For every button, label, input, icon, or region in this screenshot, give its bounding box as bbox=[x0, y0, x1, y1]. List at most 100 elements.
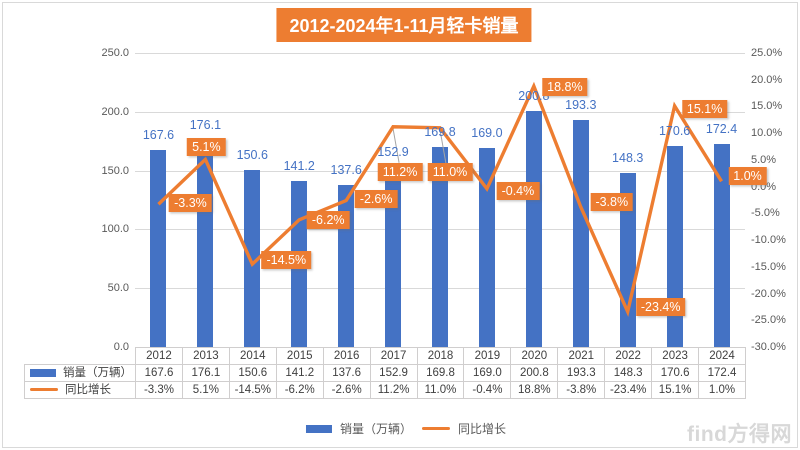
year-cell: 2015 bbox=[275, 347, 324, 365]
growth-cell: -2.6% bbox=[322, 381, 371, 399]
growth-cell: -0.4% bbox=[463, 381, 512, 399]
year-cell: 2017 bbox=[369, 347, 418, 365]
sales-cell: 141.2 bbox=[275, 364, 324, 382]
growth-cell: 11.0% bbox=[416, 381, 465, 399]
growth-legend-swatch-icon bbox=[422, 427, 450, 430]
sales-cell: 170.6 bbox=[651, 364, 700, 382]
bar-value-label: 172.4 bbox=[705, 122, 738, 137]
chart-title: 2012-2024年1-11月轻卡销量 bbox=[276, 8, 532, 42]
growth-cell: 15.1% bbox=[651, 381, 700, 399]
right-axis-tick: -20.0% bbox=[751, 287, 786, 300]
growth-cell: -6.2% bbox=[275, 381, 324, 399]
growth-legend-label: 同比增长 bbox=[458, 422, 507, 436]
sales-cell: 150.6 bbox=[228, 364, 277, 382]
table-corner-blank bbox=[25, 348, 136, 365]
growth-value-label: -6.2% bbox=[306, 210, 350, 229]
left-axis-tick: 200.0 bbox=[101, 105, 129, 118]
right-axis-tick: 25.0% bbox=[751, 47, 783, 59]
growth-value-label: 5.1% bbox=[187, 138, 226, 157]
growth-cell: 1.0% bbox=[698, 381, 746, 399]
growth-cell: 5.1% bbox=[181, 381, 230, 399]
growth-cell: -3.8% bbox=[557, 381, 606, 399]
bar-value-label: 176.1 bbox=[189, 117, 222, 132]
bar-value-label: 200.8 bbox=[518, 88, 550, 103]
year-cell: 2014 bbox=[228, 347, 277, 365]
bar-2019 bbox=[478, 148, 495, 347]
bar-value-label: 150.6 bbox=[236, 147, 268, 162]
right-axis-tick: -30.0% bbox=[751, 341, 786, 353]
bar-value-label: 170.6 bbox=[658, 124, 691, 139]
bar-value-label: 148.3 bbox=[612, 150, 644, 165]
growth-cell: -23.4% bbox=[604, 381, 653, 399]
sales-cell: 152.9 bbox=[369, 364, 418, 382]
table-growth-label: 同比增长 bbox=[65, 384, 111, 396]
right-axis-tick: -25.0% bbox=[751, 314, 786, 327]
table-sales-label: 销量（万辆） bbox=[63, 367, 132, 379]
right-axis-tick: -10.0% bbox=[751, 234, 786, 247]
year-cell: 2023 bbox=[651, 347, 700, 365]
year-cell: 2019 bbox=[463, 347, 512, 365]
sales-cell: 148.3 bbox=[604, 364, 653, 382]
table-growth-header: 同比增长 bbox=[24, 381, 136, 399]
year-cell: 2013 bbox=[181, 347, 230, 365]
bar-2013 bbox=[197, 139, 214, 347]
sales-cell: 169.0 bbox=[463, 364, 512, 382]
left-axis-tick: 50.0 bbox=[107, 282, 129, 295]
sales-cell: 167.6 bbox=[135, 364, 183, 382]
bar-value-label: 152.9 bbox=[377, 145, 409, 160]
bar-2020 bbox=[525, 110, 542, 347]
growth-value-label: 1.0% bbox=[728, 167, 767, 186]
table-sales-swatch-icon bbox=[30, 368, 56, 377]
bar-value-label: 137.6 bbox=[330, 163, 362, 178]
growth-value-label: -3.8% bbox=[590, 192, 634, 211]
sales-cell: 169.8 bbox=[416, 364, 465, 382]
year-cell: 2022 bbox=[604, 347, 653, 365]
bar-2012 bbox=[150, 149, 167, 347]
gridline bbox=[135, 111, 745, 113]
growth-value-label: 11.2% bbox=[377, 162, 423, 181]
bar-value-label: 193.3 bbox=[565, 97, 597, 112]
left-axis-tick: 250.0 bbox=[101, 47, 129, 59]
bar-value-label: 169.0 bbox=[471, 126, 503, 141]
year-cell: 2021 bbox=[557, 347, 606, 365]
right-axis-tick: 5.0% bbox=[751, 153, 777, 166]
year-cell: 2018 bbox=[416, 347, 465, 365]
year-cell: 2020 bbox=[510, 347, 559, 365]
data-table: 2012 2013 2014 2015 2016 2017 2018 2019 2020 2021… bbox=[24, 347, 746, 399]
watermark-logo: find方得网 bbox=[687, 423, 792, 446]
table-growth-swatch-icon bbox=[30, 388, 58, 392]
right-axis-tick: 15.0% bbox=[751, 100, 783, 113]
bar-2016 bbox=[338, 185, 355, 347]
bar-2014 bbox=[244, 169, 261, 347]
sales-legend-swatch-icon bbox=[305, 424, 332, 433]
growth-value-label: 18.8% bbox=[542, 78, 588, 97]
growth-value-label: 11.0% bbox=[427, 162, 473, 181]
year-cell: 2024 bbox=[698, 347, 746, 365]
left-axis-tick: 150.0 bbox=[101, 164, 129, 177]
growth-cell: 11.2% bbox=[369, 381, 418, 399]
sales-cell: 200.8 bbox=[510, 364, 559, 382]
year-cell: 2016 bbox=[322, 347, 371, 365]
sales-cell: 172.4 bbox=[698, 364, 746, 382]
table-sales-header: 销量（万辆） bbox=[24, 364, 136, 382]
sales-legend-label: 销量（万辆） bbox=[339, 422, 412, 436]
growth-cell: 18.8% bbox=[510, 381, 559, 399]
bar-value-label: 169.8 bbox=[424, 125, 456, 140]
sales-cell: 137.6 bbox=[322, 364, 371, 382]
growth-value-label: -2.6% bbox=[354, 189, 398, 208]
bar-2024 bbox=[713, 144, 730, 347]
growth-cell: -14.5% bbox=[228, 381, 277, 399]
growth-value-label: -3.3% bbox=[169, 194, 212, 213]
growth-value-label: 15.1% bbox=[681, 99, 728, 118]
right-axis-tick: 10.0% bbox=[751, 127, 783, 140]
bar-value-label: 167.6 bbox=[142, 127, 175, 142]
sales-cell: 176.1 bbox=[181, 364, 230, 382]
growth-value-label: -0.4% bbox=[496, 181, 540, 200]
right-axis-tick: -5.0% bbox=[751, 207, 780, 220]
chart-legend: 销量（万辆） 同比增长 bbox=[305, 420, 507, 437]
bar-value-label: 141.2 bbox=[283, 158, 315, 173]
left-axis-tick: 0.0 bbox=[113, 341, 129, 353]
left-axis-tick: 100.0 bbox=[101, 223, 129, 236]
bar-2023 bbox=[666, 146, 683, 347]
